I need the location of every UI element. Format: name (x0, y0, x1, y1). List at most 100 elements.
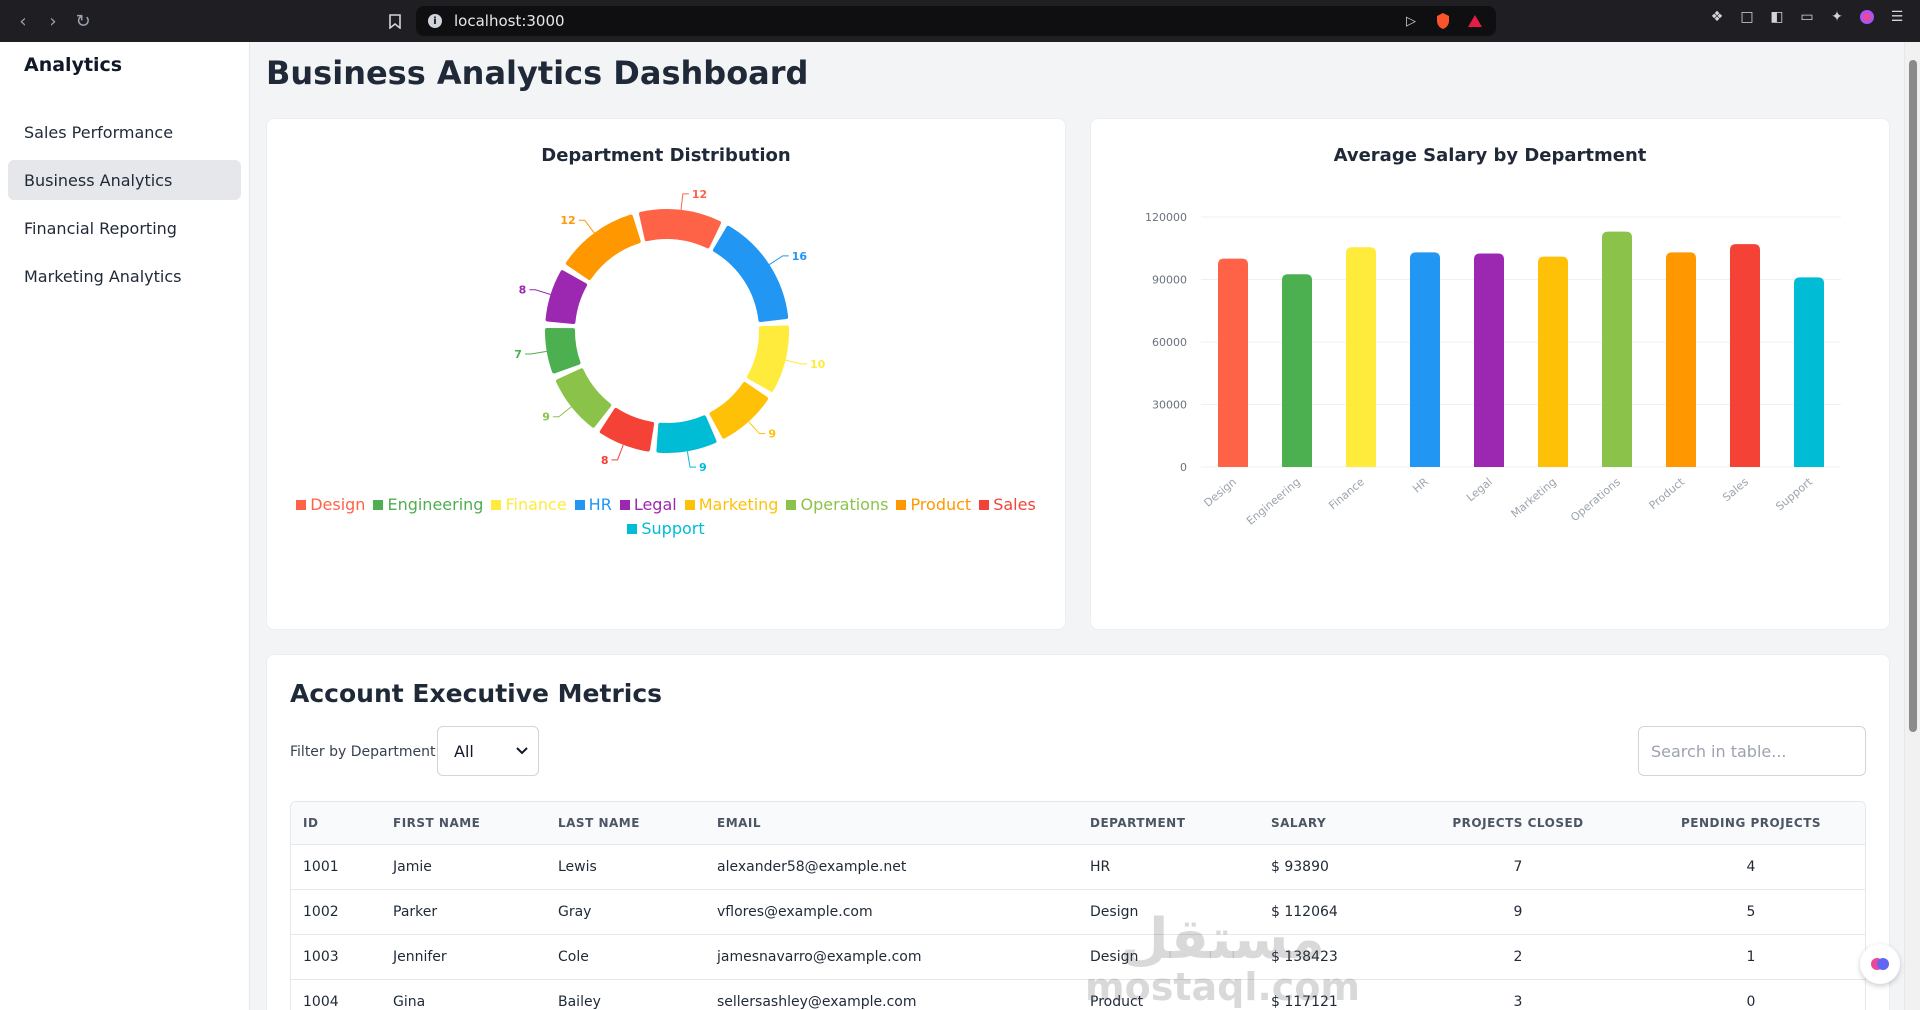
column-header-last-name[interactable]: LAST NAME (546, 802, 705, 845)
column-header-email[interactable]: EMAIL (705, 802, 1078, 845)
bar-design[interactable] (1218, 258, 1248, 467)
donut-slice-support[interactable] (656, 415, 717, 453)
bar-legal[interactable] (1474, 253, 1504, 467)
x-tick-label: Marketing (1509, 475, 1559, 520)
cell-dept: Design (1078, 934, 1259, 980)
sidebar-item-sales-performance[interactable]: Sales Performance (24, 122, 174, 142)
wallet-icon[interactable]: ▭ (1800, 9, 1814, 25)
address-bar[interactable]: i localhost:3000 ▷ (416, 6, 1496, 36)
donut-slice-sales[interactable] (599, 407, 655, 452)
legend-item-support[interactable]: Support (627, 517, 705, 541)
donut-value-label: 12 (692, 188, 707, 201)
bar-engineering[interactable] (1282, 274, 1312, 467)
bar-finance[interactable] (1346, 247, 1376, 467)
legend-item-sales[interactable]: Sales (979, 493, 1036, 517)
cell-id: 1004 (291, 979, 381, 1010)
bar-product[interactable] (1666, 252, 1696, 467)
column-header-salary[interactable]: SALARY (1259, 802, 1399, 845)
bar-sales[interactable] (1730, 244, 1760, 467)
donut-slice-hr[interactable] (712, 225, 789, 323)
legend-swatch (619, 500, 630, 510)
cell-pending: 0 (1637, 979, 1865, 1010)
donut-value-label: 9 (768, 428, 776, 441)
bar-support[interactable] (1794, 277, 1824, 467)
bar-chart-title: Average Salary by Department (1333, 145, 1647, 166)
table-search-input[interactable] (1638, 726, 1866, 776)
profile-icon[interactable] (1858, 8, 1876, 26)
site-info-icon[interactable]: i (428, 14, 442, 28)
cell-first: Jamie (381, 844, 546, 890)
sidebar-item-financial-reporting[interactable]: Financial Reporting (24, 218, 177, 238)
legend-item-hr[interactable]: HR (574, 493, 612, 517)
legend-item-design[interactable]: Design (296, 493, 365, 517)
ai-assistant-icon[interactable]: ✦ (1831, 9, 1843, 25)
back-icon[interactable]: ‹ (19, 10, 27, 32)
legend-item-finance[interactable]: Finance (491, 493, 567, 517)
menu-icon[interactable]: ☰ (1890, 9, 1904, 25)
donut-value-label: 9 (542, 411, 550, 424)
page-scrollbar[interactable] (1904, 42, 1920, 1010)
average-salary-card: Average Salary by Department 120000 90000… (1090, 118, 1890, 630)
cell-pending: 4 (1637, 844, 1865, 890)
donut-slice-product[interactable] (565, 214, 641, 281)
browser-toolbar: ‹ › ↻ i localhost:3000 ▷ ❖ □ ◧ ▭ ✦ ☰ (0, 0, 1920, 42)
legend-label: HR (588, 495, 612, 514)
shield-icon[interactable] (1434, 12, 1452, 30)
filter-selected-value: All (454, 741, 474, 761)
table-row[interactable]: 1001 Jamie Lewis alexander58@example.net HR $… (291, 844, 1865, 890)
share-icon[interactable]: ▷ (1406, 13, 1416, 29)
bar-operations[interactable] (1602, 231, 1632, 467)
table-row[interactable]: 1002 Parker Gray vflores@example.com Design $… (291, 889, 1865, 935)
rewards-icon[interactable] (1466, 12, 1484, 30)
bar-hr[interactable] (1410, 252, 1440, 467)
bar-marketing[interactable] (1538, 256, 1568, 467)
cell-dept: Product (1078, 979, 1259, 1010)
donut-slice-legal[interactable] (545, 270, 588, 324)
column-header-pending-projects[interactable]: PENDING PROJECTS (1637, 802, 1865, 845)
table-row[interactable]: 1004 Gina Bailey sellersashley@example.com P… (291, 979, 1865, 1010)
cell-last: Gray (546, 889, 705, 935)
extensions-icon[interactable]: ❖ (1710, 9, 1724, 25)
reload-icon[interactable]: ↻ (75, 10, 91, 32)
legend-item-product[interactable]: Product (896, 493, 971, 517)
column-header-first-name[interactable]: FIRST NAME (381, 802, 546, 845)
column-header-projects-closed[interactable]: PROJECTS CLOSED (1399, 802, 1637, 845)
donut-leader-line (748, 421, 766, 435)
legend-label: Sales (993, 495, 1036, 514)
cell-dept: Design (1078, 889, 1259, 935)
donut-slice-finance[interactable] (746, 325, 789, 392)
donut-slice-operations[interactable] (555, 368, 612, 428)
department-filter-select[interactable]: All (437, 726, 539, 776)
legend-swatch (296, 500, 307, 510)
sidebar-toggle-icon[interactable]: ◧ (1770, 9, 1784, 25)
cell-pending: 1 (1637, 934, 1865, 980)
legend-swatch (979, 500, 990, 510)
forward-icon[interactable]: › (49, 10, 57, 32)
donut-leader-line (680, 193, 689, 210)
donut-slice-marketing[interactable] (709, 381, 769, 439)
cell-salary: $ 117121 (1259, 979, 1399, 1010)
column-header-id[interactable]: ID (291, 802, 381, 845)
y-tick-label: 30000 (1152, 399, 1187, 412)
sidebar-item-business-analytics[interactable]: Business Analytics (8, 160, 241, 200)
column-header-department[interactable]: DEPARTMENT (1078, 802, 1259, 845)
legend-swatch (896, 500, 907, 510)
legend-item-engineering[interactable]: Engineering (373, 493, 483, 517)
table-title: Account Executive Metrics (290, 679, 663, 708)
y-tick-label: 120000 (1145, 211, 1187, 224)
legend-item-legal[interactable]: Legal (619, 493, 677, 517)
donut-slice-engineering[interactable] (545, 327, 581, 374)
screenshot-icon[interactable]: □ (1740, 9, 1754, 25)
sidebar-item-marketing-analytics[interactable]: Marketing Analytics (24, 266, 182, 286)
donut-slice-design[interactable] (639, 209, 722, 249)
legend-item-marketing[interactable]: Marketing (684, 493, 778, 517)
assistant-float-button[interactable] (1860, 944, 1900, 984)
donut-leader-line (769, 255, 789, 265)
scrollbar-thumb[interactable] (1909, 60, 1917, 732)
table-row[interactable]: 1003 Jennifer Cole jamesnavarro@example.com… (291, 934, 1865, 980)
legend-label: Finance (505, 495, 567, 514)
y-tick-label: 60000 (1152, 336, 1187, 349)
bookmark-icon[interactable] (380, 6, 410, 36)
legend-swatch (574, 500, 585, 510)
legend-item-operations[interactable]: Operations (786, 493, 888, 517)
